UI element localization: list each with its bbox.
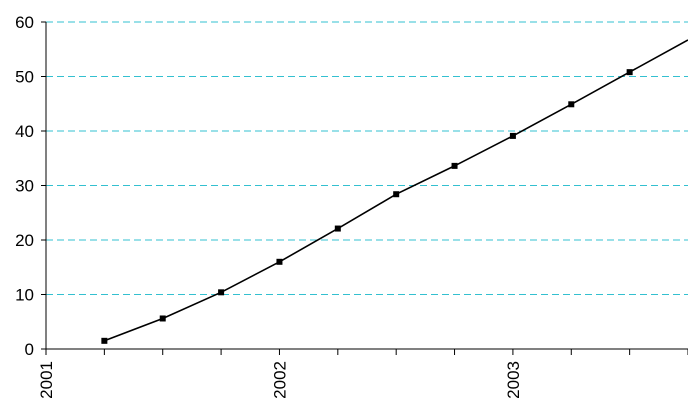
x-tick-label-1: 2002 <box>270 361 289 399</box>
y-tick-label-0: 0 <box>25 340 34 359</box>
data-point-0-5 <box>393 191 400 198</box>
series <box>101 39 688 344</box>
data-point-0-7 <box>509 132 516 139</box>
x-tick-label-2: 2003 <box>504 361 523 399</box>
x-ticks: 2001 2002 2003 <box>37 349 688 399</box>
gridlines <box>46 21 688 295</box>
data-point-0-6 <box>451 162 458 169</box>
y-tick-label-3: 30 <box>15 177 34 196</box>
y-tick-label-5: 50 <box>15 68 34 87</box>
y-tick-label-2: 20 <box>15 231 34 250</box>
data-point-0-9 <box>626 69 633 76</box>
data-point-0-0 <box>101 337 108 344</box>
x-tick-label-0: 2001 <box>37 361 56 399</box>
data-point-0-3 <box>276 258 283 265</box>
data-point-0-8 <box>568 101 575 108</box>
y-ticks: 0 10 20 30 40 50 60 <box>15 13 46 359</box>
y-tick-label-4: 40 <box>15 122 34 141</box>
y-tick-label-6: 60 <box>15 13 34 32</box>
data-point-0-2 <box>218 289 225 296</box>
data-point-0-1 <box>159 315 166 322</box>
series-line-0 <box>104 39 688 342</box>
data-point-0-4 <box>334 225 341 232</box>
y-tick-label-1: 10 <box>15 286 34 305</box>
